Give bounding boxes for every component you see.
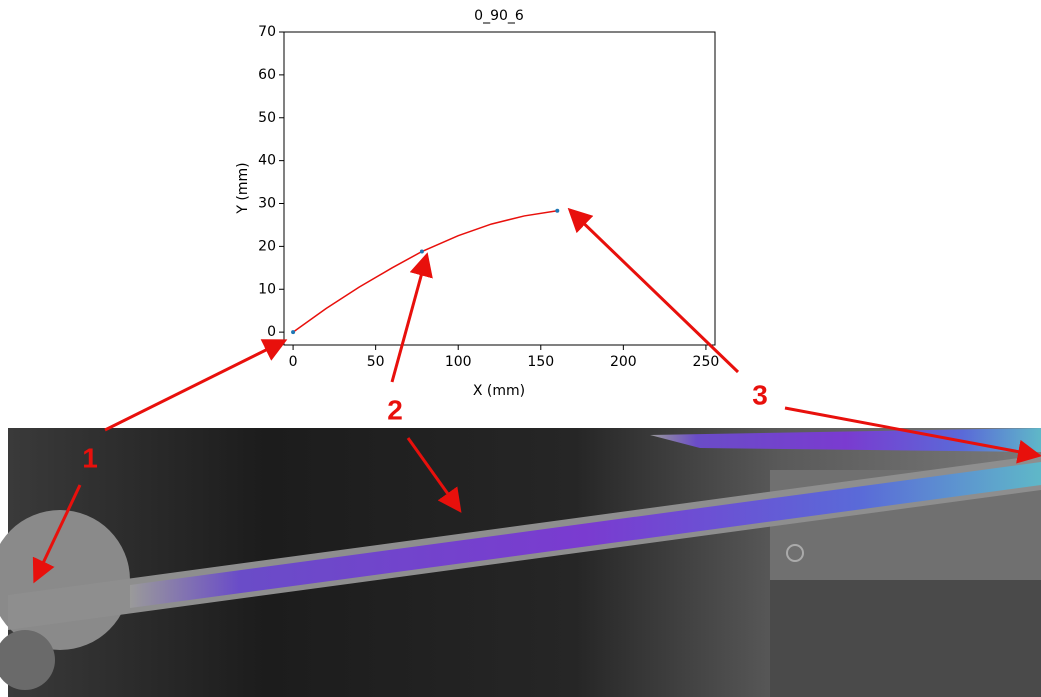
photo <box>0 428 1041 697</box>
y-tick-label: 20 <box>258 238 276 254</box>
annotation: 3 <box>752 379 768 410</box>
point <box>291 330 296 335</box>
y-tick-label: 50 <box>258 110 276 126</box>
plot-area <box>283 31 716 346</box>
y-tick-label: 40 <box>258 153 276 169</box>
y-axis-label: Y (mm) <box>235 162 251 214</box>
y-tick-label: 70 <box>258 24 276 40</box>
x-tick-label: 0 <box>289 354 298 370</box>
y-tick-label: 0 <box>267 324 276 340</box>
point <box>419 249 424 254</box>
y-tick-label: 30 <box>258 196 276 212</box>
x-axis-label: X (mm) <box>473 383 525 399</box>
arrows <box>32 207 1041 584</box>
x-tick-label: 50 <box>367 354 385 370</box>
annotation: 1 <box>82 442 98 473</box>
point <box>555 208 560 213</box>
x-tick-label: 100 <box>445 354 472 370</box>
annotation: 2 <box>387 394 403 425</box>
x-tick-label: 150 <box>527 354 554 370</box>
x-tick-label: 200 <box>610 354 637 370</box>
y-tick-label: 60 <box>258 67 276 83</box>
chart-title: 0_90_6 <box>474 8 524 24</box>
y-tick-label: 10 <box>258 281 276 297</box>
x-tick-label: 250 <box>693 354 720 370</box>
